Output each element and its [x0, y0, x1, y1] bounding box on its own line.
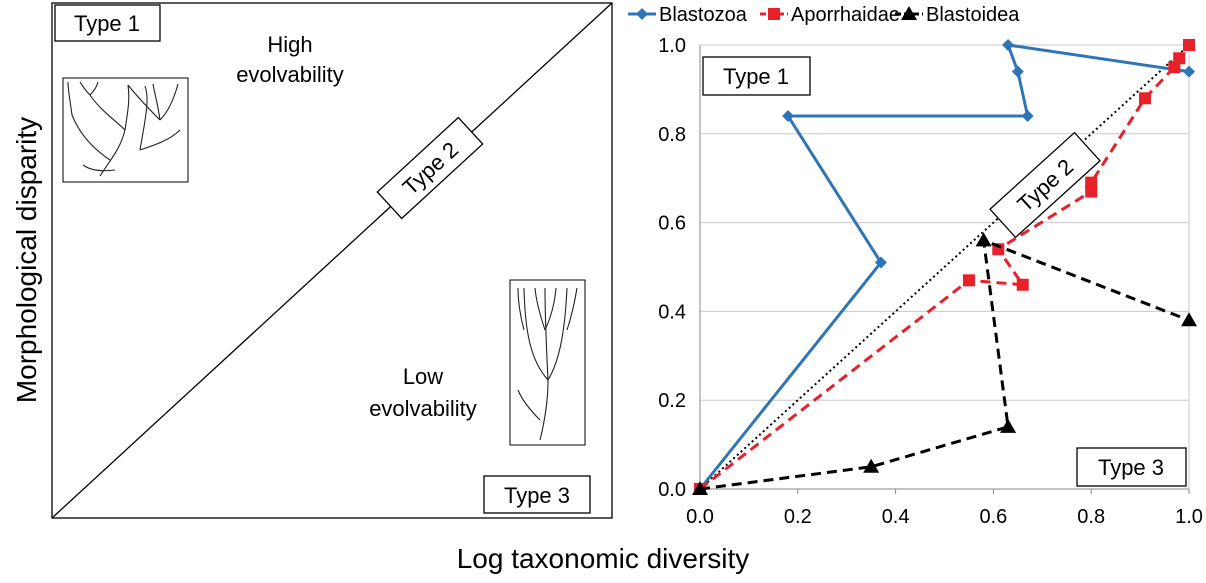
type-label: Type 3 — [504, 483, 570, 508]
label-box — [989, 131, 1101, 239]
x-tick-label: 0.6 — [979, 506, 1007, 528]
rotated-label: Type 2 — [376, 116, 484, 220]
diagonal — [51, 2, 613, 519]
evolvability-label: evolvability — [369, 396, 477, 421]
legend-label: Blastozoa — [659, 4, 748, 26]
y-tick-label: 0.8 — [658, 124, 686, 146]
x-tick-label: 1.0 — [1175, 506, 1203, 528]
point — [975, 232, 992, 247]
series-line — [699, 238, 1190, 491]
point — [962, 274, 975, 287]
concept-panel: Type 1 High evolvability Type 2 Low evol… — [51, 2, 613, 519]
tree-frame — [62, 77, 189, 183]
line-chart: 0.0 0.2 0.4 0.6 0.8 1.0 0.0 0.2 0.4 0.6 0.8 1.0 Type… — [628, 4, 1203, 528]
type-label: Type 1 — [74, 11, 140, 36]
point — [1168, 61, 1181, 74]
point — [1011, 65, 1024, 78]
x-tick-label: 0.0 — [686, 506, 714, 528]
legend-marker — [901, 6, 917, 20]
point — [874, 256, 887, 269]
tree-drawing — [517, 287, 578, 441]
y-tick-label: 1.0 — [658, 35, 686, 57]
point — [1181, 312, 1197, 327]
label-box — [702, 56, 811, 96]
y-tick-label: 0.0 — [658, 479, 686, 501]
rotated-label: Type 2 — [989, 131, 1101, 239]
evolvability-label: High — [267, 32, 312, 57]
label-box — [1076, 447, 1187, 487]
y-axis-label: Morphological disparity — [11, 117, 42, 403]
y-tick-label: 0.6 — [658, 213, 686, 235]
label-box — [483, 475, 591, 514]
type-label: Type 3 — [1098, 455, 1164, 480]
legend-label: Blastoidea — [926, 4, 1020, 26]
y-tick-label: 0.4 — [658, 301, 686, 323]
point — [1000, 418, 1017, 433]
tree-drawing — [67, 81, 181, 177]
point — [782, 110, 795, 123]
legend-marker — [768, 8, 780, 20]
point — [1002, 39, 1015, 51]
point — [1021, 110, 1034, 123]
legend-label: Aporrhaidae — [791, 4, 900, 26]
point — [1173, 52, 1186, 65]
point — [1138, 92, 1151, 105]
point — [1183, 65, 1195, 78]
evolvability-label: evolvability — [236, 62, 344, 87]
x-axis-label: Log taxonomic diversity — [457, 543, 750, 574]
point — [1016, 278, 1029, 291]
panel-frame — [51, 2, 613, 519]
label-box — [54, 4, 161, 42]
x-tick-label: 0.4 — [882, 506, 910, 528]
legend-marker — [636, 8, 648, 20]
reference-line — [699, 44, 1190, 490]
y-tick-label: 0.2 — [658, 390, 686, 412]
label-box — [376, 116, 484, 220]
x-tick-label: 0.8 — [1077, 506, 1105, 528]
evolvability-label: Low — [403, 364, 443, 389]
x-tick-label: 0.2 — [784, 506, 812, 528]
tree-frame — [509, 279, 586, 446]
point — [692, 481, 708, 495]
point — [1085, 176, 1098, 189]
point — [863, 458, 880, 473]
point — [1183, 39, 1195, 51]
type-label: Type 1 — [723, 64, 789, 89]
